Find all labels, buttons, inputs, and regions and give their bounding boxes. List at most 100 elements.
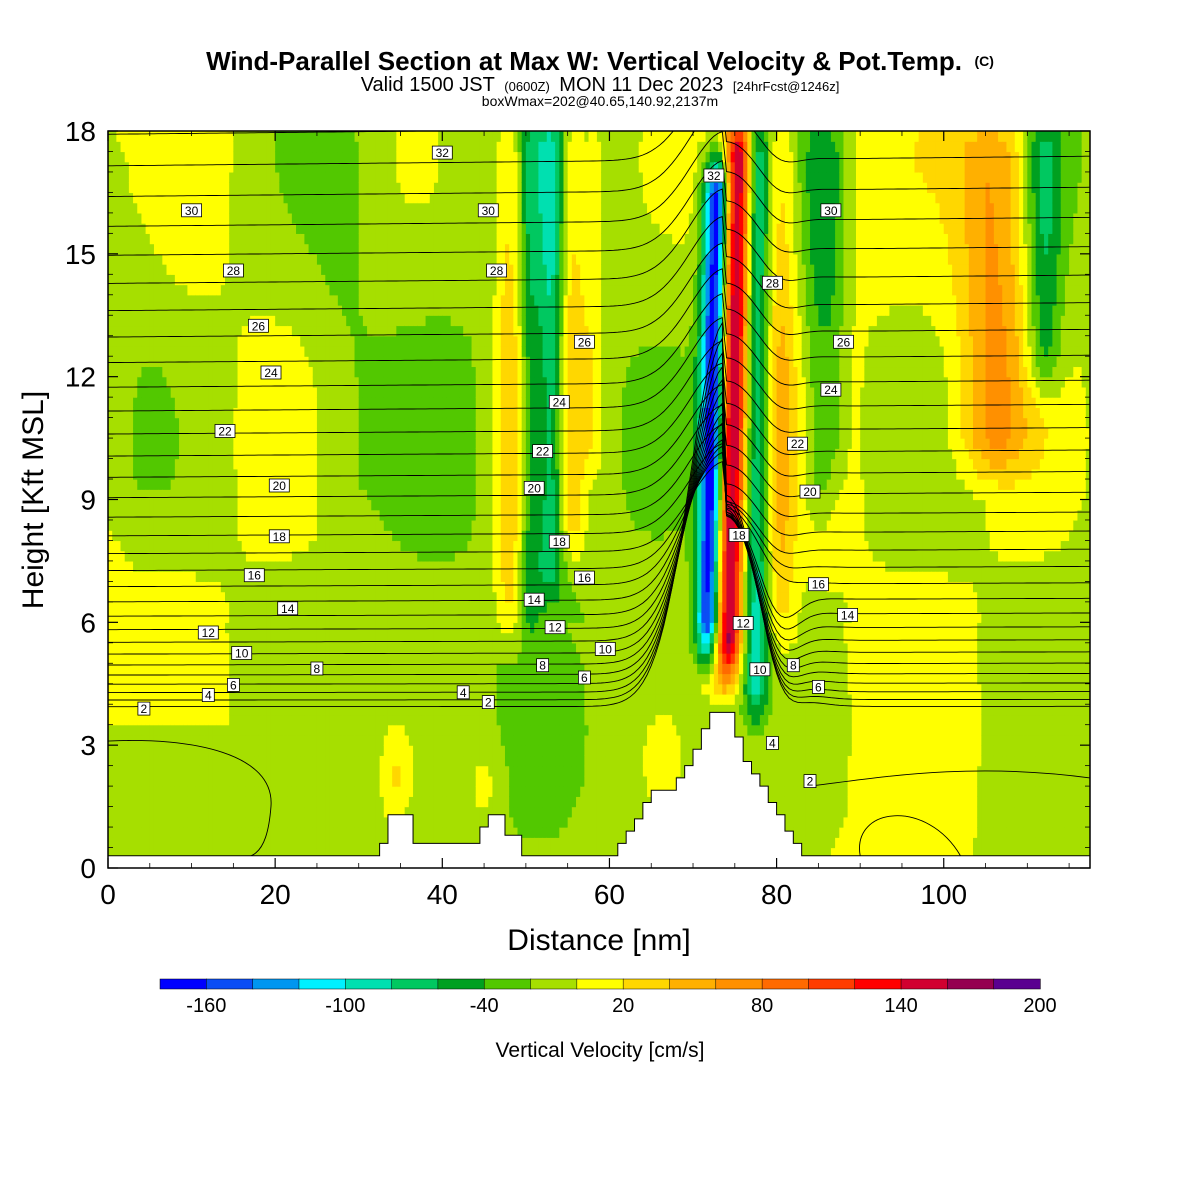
velocity-cell [346,612,351,623]
velocity-cell [392,253,397,265]
velocity-cell [316,438,322,449]
velocity-cell [337,212,343,224]
velocity-cell [254,530,260,542]
velocity-cell [367,192,372,204]
velocity-cell [258,253,264,265]
velocity-cell [287,550,293,562]
velocity-cell [329,775,335,787]
velocity-cell [383,376,389,388]
velocity-cell [337,233,343,245]
velocity-cell [383,427,389,439]
velocity-cell [137,325,143,337]
velocity-cell [195,837,201,849]
velocity-cell [308,704,314,716]
velocity-cell [124,816,130,828]
velocity-cell [337,755,343,767]
velocity-cell [128,438,134,449]
velocity-cell [333,499,339,511]
velocity-cell [245,601,251,613]
velocity-cell [187,560,193,572]
velocity-cell [108,591,113,603]
velocity-cell [358,202,364,214]
velocity-cell [371,284,377,296]
velocity-cell [304,693,310,705]
velocity-cell [354,397,360,408]
velocity-cell [245,622,251,634]
velocity-cell [174,325,180,337]
velocity-cell [229,765,234,777]
velocity-cell [337,796,343,808]
velocity-cell [133,131,138,142]
velocity-cell [371,786,377,797]
velocity-cell [250,724,255,736]
velocity-cell [321,438,326,449]
velocity-cell [153,356,159,368]
velocity-cell [170,345,176,357]
velocity-cell [254,171,260,183]
velocity-cell [308,755,314,767]
velocity-cell [128,274,134,286]
velocity-cell [379,479,385,490]
velocity-cell [149,540,155,552]
velocity-cell [387,765,393,777]
velocity-cell [358,499,364,511]
velocity-cell [128,366,134,378]
velocity-cell [241,448,247,460]
velocity-cell [371,755,377,767]
velocity-cell [195,489,201,501]
velocity-cell [241,274,247,286]
velocity-cell [329,397,335,408]
velocity-cell [158,274,163,286]
velocity-cell [333,663,339,675]
velocity-cell [291,622,297,634]
velocity-cell [162,827,168,838]
velocity-cell [287,612,293,623]
velocity-cell [346,284,351,296]
velocity-cell [392,724,397,736]
velocity-cell [112,335,117,347]
velocity-cell [225,171,230,183]
velocity-cell [329,642,335,654]
velocity-cell [375,223,381,234]
velocity-cell [199,243,205,255]
velocity-cell [266,581,272,593]
velocity-cell [137,632,143,644]
velocity-cell [183,509,188,521]
velocity-cell [379,755,385,767]
velocity-cell [375,458,381,470]
velocity-cell [187,796,193,808]
velocity-cell [149,622,155,634]
velocity-cell [204,192,209,204]
velocity-cell [108,653,113,664]
velocity-cell [250,499,255,511]
velocity-cell [220,284,226,296]
velocity-cell [316,366,322,378]
velocity-cell [342,796,347,808]
velocity-cell [304,253,310,265]
velocity-cell [375,274,381,286]
velocity-cell [291,632,297,644]
velocity-cell [204,509,209,521]
velocity-cell [371,171,377,183]
velocity-cell [266,847,272,859]
velocity-cell [241,366,247,378]
velocity-cell [187,755,193,767]
velocity-cell [312,345,318,357]
velocity-cell [170,704,176,716]
velocity-cell [204,489,209,501]
velocity-cell [346,755,351,767]
velocity-cell [254,827,260,838]
velocity-cell [137,724,143,736]
velocity-cell [220,704,226,716]
velocity-cell [212,151,218,163]
velocity-cell [254,632,260,644]
velocity-cell [153,847,159,859]
velocity-cell [216,192,222,204]
velocity-cell [245,233,251,245]
velocity-cell [108,827,113,838]
velocity-cell [296,601,301,613]
velocity-cell [383,182,389,194]
velocity-cell [229,294,234,306]
velocity-cell [258,765,264,777]
velocity-cell [379,827,385,838]
